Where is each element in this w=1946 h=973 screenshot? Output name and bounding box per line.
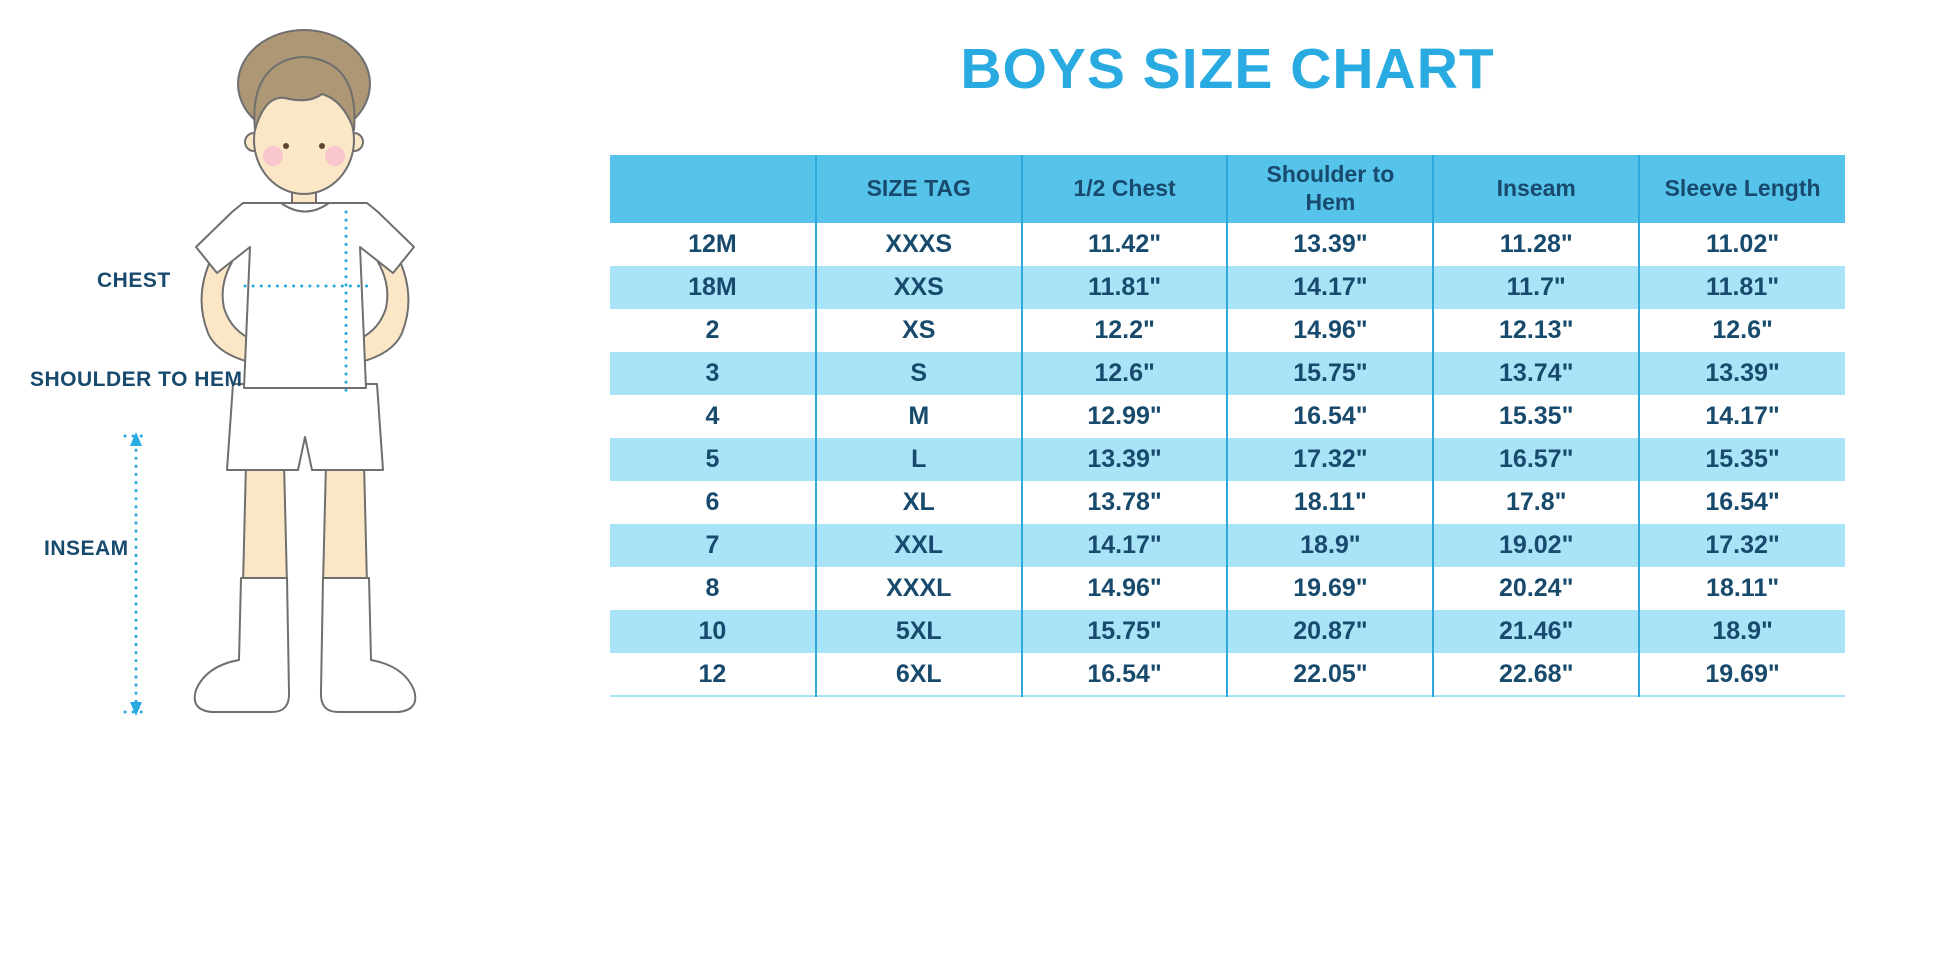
measurement-cell: XS — [814, 309, 1022, 352]
measurement-cell: 15.75" — [1020, 610, 1228, 653]
measurement-cell: XXXS — [814, 223, 1022, 266]
table-row: 6 XL 13.78" 18.11" 17.8" 16.54" — [610, 481, 1845, 524]
measurement-cell: 14.96" — [1226, 309, 1434, 352]
measurement-cell: XL — [814, 481, 1022, 524]
measurement-cell: 18.11" — [1226, 481, 1434, 524]
measurement-cell: 11.81" — [1020, 266, 1228, 309]
measurement-cell: 22.68" — [1432, 653, 1640, 696]
measurement-cell: 22.05" — [1226, 653, 1434, 696]
measurement-cell: XXS — [814, 266, 1022, 309]
boy-figure-svg — [123, 29, 417, 716]
measurement-cell: 12.2" — [1020, 309, 1228, 352]
measurement-cell: 21.46" — [1432, 610, 1640, 653]
table-row: 12 6XL 16.54" 22.05" 22.68" 19.69" — [610, 653, 1845, 696]
measurement-cell: S — [814, 352, 1022, 395]
size-label-cell: 12M — [610, 223, 816, 266]
boy-figure — [193, 29, 417, 713]
size-table-head: SIZE TAG 1/2 Chest Shoulder to Hem Inseam Sl… — [610, 155, 1845, 223]
size-table-header-row: SIZE TAG 1/2 Chest Shoulder to Hem Inseam Sl… — [610, 155, 1845, 223]
measurement-cell: 11.81" — [1638, 266, 1845, 309]
table-row: 18M XXS 11.81" 14.17" 11.7" 11.81" — [610, 266, 1845, 309]
measurement-cell: 15.35" — [1638, 438, 1845, 481]
table-row: 2 XS 12.2" 14.96" 12.13" 12.6" — [610, 309, 1845, 352]
measurement-cell: XXL — [814, 524, 1022, 567]
measurement-cell: L — [814, 438, 1022, 481]
measurement-cell: 12.13" — [1432, 309, 1640, 352]
size-label-cell: 4 — [610, 395, 816, 438]
measurement-cell: 11.02" — [1638, 223, 1845, 266]
measurement-cell: 16.57" — [1432, 438, 1640, 481]
size-table-body: 12M XXXS 11.42" 13.39" 11.28" 11.02" 18M XXS 11.… — [610, 223, 1845, 696]
measurement-cell: 17.8" — [1432, 481, 1640, 524]
label-inseam: INSEAM — [44, 537, 129, 560]
measurement-cell: 12.6" — [1638, 309, 1845, 352]
measurement-cell: 13.74" — [1432, 352, 1640, 395]
measurement-cell: 19.02" — [1432, 524, 1640, 567]
size-label-cell: 2 — [610, 309, 816, 352]
measurement-cell: 11.7" — [1432, 266, 1640, 309]
label-shoulder-to-hem: SHOULDER TO HEM — [30, 368, 243, 391]
column-header: SIZE TAG — [814, 155, 1022, 223]
measurement-cell: 11.28" — [1432, 223, 1640, 266]
table-row: 3 S 12.6" 15.75" 13.74" 13.39" — [610, 352, 1845, 395]
measurement-cell: 19.69" — [1638, 653, 1845, 696]
size-label-cell: 12 — [610, 653, 816, 696]
measurement-cell: 12.99" — [1020, 395, 1228, 438]
measurement-cell: 15.75" — [1226, 352, 1434, 395]
size-label-cell: 10 — [610, 610, 816, 653]
measurement-cell: 12.6" — [1020, 352, 1228, 395]
measurement-cell: 20.24" — [1432, 567, 1640, 610]
size-label-cell: 8 — [610, 567, 816, 610]
table-row: 10 5XL 15.75" 20.87" 21.46" 18.9" — [610, 610, 1845, 653]
measurement-cell: 18.9" — [1638, 610, 1845, 653]
boy-illustration: CHEST SHOULDER TO HEM INSEAM — [0, 0, 500, 973]
measurement-cell: 16.54" — [1020, 653, 1228, 696]
size-label-cell: 6 — [610, 481, 816, 524]
column-header: Inseam — [1432, 155, 1640, 223]
measurement-cell: 13.39" — [1226, 223, 1434, 266]
measurement-cell: 14.17" — [1226, 266, 1434, 309]
measurement-cell: 19.69" — [1226, 567, 1434, 610]
size-label-cell: 3 — [610, 352, 816, 395]
measurement-cell: 5XL — [814, 610, 1022, 653]
column-header: Shoulder to Hem — [1226, 155, 1434, 223]
measurement-cell: 15.35" — [1432, 395, 1640, 438]
size-label-cell: 18M — [610, 266, 816, 309]
measurement-cell: 18.9" — [1226, 524, 1434, 567]
table-row: 4 M 12.99" 16.54" 15.35" 14.17" — [610, 395, 1845, 438]
size-table: SIZE TAG 1/2 Chest Shoulder to Hem Inseam Sl… — [610, 155, 1845, 697]
inseam-measure-line — [123, 432, 150, 716]
measurement-cell: 16.54" — [1638, 481, 1845, 524]
size-label-cell: 5 — [610, 438, 816, 481]
label-chest: CHEST — [97, 269, 171, 292]
measurement-cell: 18.11" — [1638, 567, 1845, 610]
page-title: BOYS SIZE CHART — [960, 37, 1495, 101]
measurement-cell: 17.32" — [1226, 438, 1434, 481]
table-row: 5 L 13.39" 17.32" 16.57" 15.35" — [610, 438, 1845, 481]
measurement-cell: 13.78" — [1020, 481, 1228, 524]
measurement-cell: 14.96" — [1020, 567, 1228, 610]
table-row: 12M XXXS 11.42" 13.39" 11.28" 11.02" — [610, 223, 1845, 266]
measurement-cell: 14.17" — [1638, 395, 1845, 438]
column-header — [610, 155, 816, 223]
table-row: 8 XXXL 14.96" 19.69" 20.24" 18.11" — [610, 567, 1845, 610]
column-header: Sleeve Length — [1638, 155, 1845, 223]
measurement-cell: 11.42" — [1020, 223, 1228, 266]
measurement-cell: M — [814, 395, 1022, 438]
measurement-cell: XXXL — [814, 567, 1022, 610]
measurement-cell: 16.54" — [1226, 395, 1434, 438]
measurement-cell: 14.17" — [1020, 524, 1228, 567]
measurement-cell: 17.32" — [1638, 524, 1845, 567]
measurement-cell: 13.39" — [1638, 352, 1845, 395]
measurement-cell: 6XL — [814, 653, 1022, 696]
column-header: 1/2 Chest — [1020, 155, 1228, 223]
measurement-cell: 13.39" — [1020, 438, 1228, 481]
table-row: 7 XXL 14.17" 18.9" 19.02" 17.32" — [610, 524, 1845, 567]
measurement-cell: 20.87" — [1226, 610, 1434, 653]
size-label-cell: 7 — [610, 524, 816, 567]
